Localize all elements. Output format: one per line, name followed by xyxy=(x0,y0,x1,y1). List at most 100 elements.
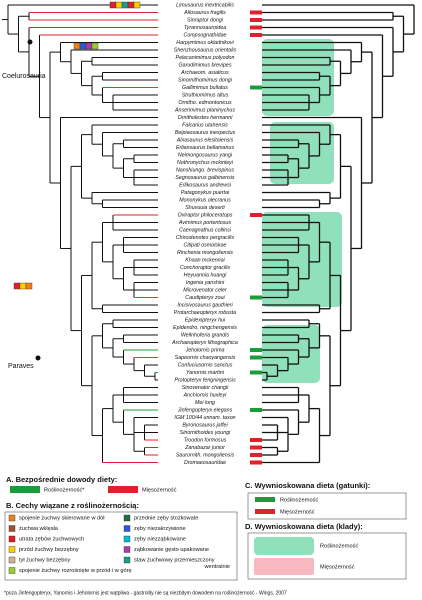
diet-tip xyxy=(250,408,262,412)
node-marker xyxy=(35,355,41,361)
node-marker xyxy=(27,39,33,45)
trait-marker xyxy=(127,1,135,9)
legend-item: przednie zęby stożkowate xyxy=(134,515,198,521)
taxon-label: Gallimimus bullatus xyxy=(182,85,228,91)
trait-marker xyxy=(19,282,27,290)
herbivore-clade xyxy=(270,122,334,184)
taxon-label: Ornitholestes hermanni xyxy=(178,115,234,121)
taxon-label: Tyrannosauroidea xyxy=(184,25,226,31)
taxon-label: Protarchaeopteryx robusta xyxy=(174,310,236,316)
taxon-label: Anchiornis huxleyi xyxy=(183,392,228,398)
taxon-label: Microvenator celer xyxy=(183,287,227,293)
swatch xyxy=(123,514,131,522)
taxon-label: Archaeom. asiaticus xyxy=(180,70,229,76)
diet-tip xyxy=(250,348,262,352)
swatch xyxy=(255,497,275,502)
diet-tip xyxy=(250,213,262,217)
legend-box xyxy=(247,492,407,520)
swatch xyxy=(108,486,138,493)
taxon-label: Chirostenotes pergracilis xyxy=(176,235,235,241)
taxon-label: Pelecanimimus polyodon xyxy=(176,55,235,61)
taxon-label: Ingenia yanshini xyxy=(186,280,225,286)
tree: Limusaurus inextricabilis Allosaurus frag… xyxy=(2,1,415,466)
herbivore-clade xyxy=(262,39,334,116)
taxon-label: Mononykus olecranus xyxy=(179,197,231,203)
legend-item: staw żuchwowy przemieszczony xyxy=(134,557,215,563)
taxon-label: Caudipteryx zoui xyxy=(185,295,225,301)
taxon-label: Nothronychus mckinleyi xyxy=(177,160,234,166)
diet-tip xyxy=(250,18,262,22)
taxon-label: Limusaurus inextricabilis xyxy=(176,2,234,8)
swatch xyxy=(123,546,131,553)
trait-marker xyxy=(79,42,87,50)
taxon-label: Saurornith. mongoliensis xyxy=(176,452,235,458)
legend-item: Mięsożerność xyxy=(280,509,315,515)
taxon-label: Garudimimus brevipes xyxy=(179,62,232,68)
diet-tip xyxy=(250,85,262,90)
legend-title: C. Wywnioskowana dieta (gatunki): xyxy=(245,481,370,490)
taxon-label: Patagonykus puertai xyxy=(181,190,230,196)
taxon-label: Oviraptor philoceratops xyxy=(178,212,233,218)
trait-marker xyxy=(109,1,117,9)
taxon-label: Archaeopteryx lithographica xyxy=(171,340,238,346)
taxon-label: Shenzhousaurus orientalis xyxy=(174,47,237,53)
taxon-label: Heyuannia huangi xyxy=(184,272,228,278)
legend-b: spojenie żuchwy skierowane w dół żuchwa w… xyxy=(8,514,230,574)
clade-shading xyxy=(262,39,342,383)
taxon-label: Sinovenator changii xyxy=(182,385,229,391)
taxon-label: Segnosaurus galbinensis xyxy=(175,175,235,181)
trait-marker xyxy=(85,42,93,50)
trait-marker xyxy=(133,1,141,9)
taxon-label: Troodon formosus xyxy=(184,437,227,443)
legend-item: Roślinożerność* xyxy=(44,487,85,493)
swatch xyxy=(10,486,40,493)
clade-label: Paraves xyxy=(8,363,34,370)
taxon-label: Allosaurus fragilis xyxy=(183,10,226,16)
diet-tip xyxy=(250,445,262,450)
swatch xyxy=(8,514,16,522)
taxon-label: Sapeornis chaoyangensis xyxy=(175,355,236,361)
taxon-label: Dromaeosauridae xyxy=(184,460,226,466)
taxon-label: Struthiomimus altus xyxy=(182,92,229,98)
swatch xyxy=(254,558,314,575)
diet-tip xyxy=(250,25,262,30)
legend-box xyxy=(247,532,407,580)
diet-tip xyxy=(250,10,262,15)
legend-item: spojenie żuchwy rozrośnięte w przód i w … xyxy=(19,568,132,574)
taxon-label: Nanshiungo. brevispinus xyxy=(176,167,234,173)
swatch xyxy=(8,535,16,543)
swatch xyxy=(254,537,314,555)
legend-item: Mięsożerność xyxy=(320,564,355,570)
footnote: *poza Jinfengopteryx, Yanornis i Jeholor… xyxy=(4,590,287,596)
legend-title: D. Wywnioskowana dieta (klady): xyxy=(245,522,363,531)
taxon-label: Alxasaurus elesitaiensis xyxy=(176,137,234,143)
trait-marker xyxy=(73,42,81,50)
taxon-label: Ornitho. edmontonicus xyxy=(178,100,232,106)
swatch xyxy=(123,556,131,564)
taxon-label: Protopteryx fengningensis xyxy=(174,377,236,383)
legend-item: spojenie żuchwy skierowane w dół xyxy=(19,515,105,521)
legend-item: utrata zębów żuchwowych xyxy=(19,536,84,542)
taxon-label: Sinornithomimus dongi xyxy=(178,77,233,83)
taxon-label: Sinraptor dongi xyxy=(187,17,224,23)
herbivore-clade xyxy=(262,212,342,307)
taxon-label: Jeholornis prima xyxy=(185,347,225,353)
legend-item: przód żuchwy bezzębny xyxy=(19,547,79,553)
swatch xyxy=(255,509,275,514)
swatch xyxy=(8,525,16,532)
taxon-label: Confuciusornis sanctus xyxy=(178,362,233,368)
swatch xyxy=(123,525,131,532)
legend-item: Roślinożerność xyxy=(280,497,318,503)
taxon-label: Harpymimus okladnikovi xyxy=(176,40,234,46)
taxon-label: Conchoraptor gracilis xyxy=(180,265,230,271)
taxon-label: Rinchenia mongoliensis xyxy=(177,250,233,256)
diet-tip xyxy=(250,438,262,442)
taxon-label: Anserimimus planinychus xyxy=(174,107,235,113)
legend-item: ząbkowanie gęsto upakowane xyxy=(134,547,209,553)
swatch xyxy=(8,556,16,564)
taxon-label: Khaan mckennai xyxy=(185,257,225,263)
legend-item: zęby niezząbkowane xyxy=(134,536,186,542)
taxon-label: Mei long xyxy=(195,400,215,406)
legend-title: A. Bezpośrednie dowody diety: xyxy=(6,475,117,484)
